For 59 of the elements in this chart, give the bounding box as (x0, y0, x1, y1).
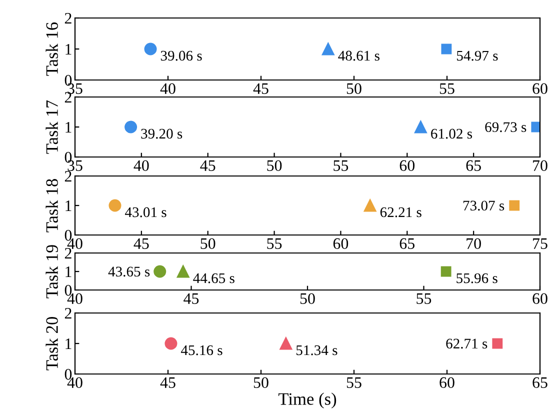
annotation: 62.21 s (380, 207, 422, 218)
x-tick-label: 60 (532, 293, 548, 304)
y-axis-title: Task 16 (46, 22, 58, 76)
x-tick-label: 45 (134, 238, 149, 250)
x-tick-label: 60 (440, 377, 454, 388)
y-tick-label: 2 (64, 92, 72, 103)
x-tick-label: 45 (200, 160, 216, 172)
y-tick-label: 2 (64, 308, 72, 319)
y-axis-title: Task 20 (46, 317, 58, 370)
x-tick-label: 70 (533, 160, 548, 172)
y-tick-label: 2 (64, 12, 72, 24)
annotation: 69.73 s (485, 122, 526, 132)
x-tick-label: 55 (346, 377, 362, 388)
x-tick-label: 60 (400, 160, 415, 172)
y-tick-label: 2 (64, 170, 72, 182)
x-tick-label: 55 (267, 238, 282, 250)
x-tick-label: 40 (160, 83, 176, 94)
y-tick-label: 1 (66, 122, 72, 133)
annotation: 51.34 s (296, 345, 338, 356)
x-tick-label: 50 (346, 83, 362, 94)
x-tick-label: 55 (416, 293, 432, 304)
annotation: 55.96 s (456, 273, 498, 284)
annotation: 39.20 s (141, 128, 182, 139)
x-tick-label: 40 (134, 160, 149, 172)
annotation: 39.06 s (160, 50, 202, 61)
x-tick-label: 55 (440, 83, 454, 94)
annotation: 73.07 s (463, 200, 504, 211)
x-tick-label: 65 (532, 377, 548, 388)
y-tick-label: 1 (66, 266, 72, 278)
y-tick-label: 2 (64, 248, 72, 259)
annotation: 54.97 s (457, 50, 498, 61)
annotation: 44.65 s (193, 273, 234, 284)
y-tick-label: 1 (66, 44, 72, 55)
y-tick-label: 1 (66, 338, 72, 350)
y-axis-title: Task 17 (46, 100, 58, 154)
annotation: 43.01 s (124, 207, 166, 218)
x-tick-label: 50 (200, 238, 216, 250)
x-tick-label: 60 (532, 83, 548, 94)
x-tick-label: 65 (466, 160, 481, 172)
x-tick-label: 75 (533, 238, 548, 250)
x-axis-title: Time (s) (278, 392, 336, 408)
x-tick-label: 70 (466, 238, 481, 250)
annotation: 43.65 s (108, 266, 150, 277)
x-tick-label: 50 (267, 160, 282, 172)
x-tick-label: 45 (184, 293, 199, 304)
annotation: 61.02 s (431, 128, 472, 139)
x-tick-label: 45 (160, 377, 176, 388)
y-axis-title: Task 19 (46, 245, 58, 298)
y-tick-label: 1 (66, 200, 72, 212)
x-tick-label: 50 (300, 293, 315, 304)
annotation: 62.71 s (446, 338, 488, 349)
x-tick-label: 50 (254, 377, 268, 388)
x-tick-label: 60 (333, 238, 348, 250)
annotation: 48.61 s (338, 50, 380, 61)
annotation: 45.16 s (180, 345, 222, 356)
x-tick-label: 55 (334, 160, 348, 172)
y-axis-title: Task 18 (46, 179, 58, 232)
x-tick-label: 65 (400, 238, 415, 250)
x-tick-label: 45 (253, 83, 268, 94)
